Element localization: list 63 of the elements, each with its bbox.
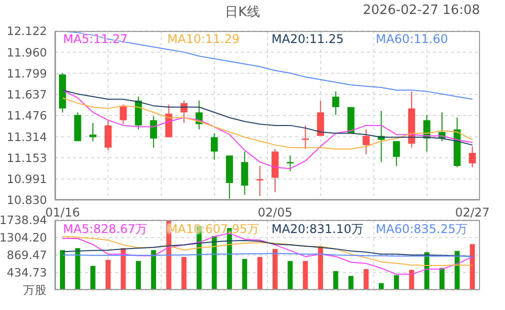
text: MA60:11.60 bbox=[376, 32, 448, 46]
candlestick bbox=[165, 104, 172, 138]
bar bbox=[454, 250, 460, 290]
bar bbox=[394, 275, 399, 290]
x-tick-label: 02/27 bbox=[455, 206, 490, 220]
y-tick-label: 11.799 bbox=[6, 66, 47, 80]
y-tick-label: 869.47 bbox=[6, 248, 47, 262]
bar bbox=[181, 256, 186, 290]
y-tick-label: 11.153 bbox=[6, 150, 47, 165]
bar bbox=[75, 248, 80, 290]
text: MA20:11.25 bbox=[272, 32, 344, 46]
candlestick bbox=[332, 90, 340, 116]
y-tick-label: 10.830 bbox=[6, 193, 47, 208]
candlestick bbox=[180, 100, 188, 124]
candlestick bbox=[362, 128, 370, 155]
candlestick bbox=[120, 104, 127, 125]
bar bbox=[212, 236, 217, 290]
bar bbox=[151, 250, 156, 290]
bar bbox=[348, 276, 354, 290]
bar bbox=[60, 250, 65, 290]
candlestick bbox=[286, 155, 294, 172]
bar bbox=[90, 266, 96, 290]
bar bbox=[439, 268, 444, 290]
y-tick-label: 1304.20 bbox=[0, 230, 47, 245]
candlestick bbox=[317, 100, 324, 136]
bar bbox=[136, 261, 141, 290]
x-tick-label: 01/16 bbox=[45, 206, 80, 220]
candlestick bbox=[392, 140, 400, 166]
candlestick bbox=[468, 146, 476, 168]
line-series bbox=[62, 236, 473, 266]
candlestick bbox=[256, 165, 264, 197]
series-label: MA60:835.25万 bbox=[376, 221, 468, 238]
bar bbox=[318, 246, 324, 290]
y-tick-label: 1738.94 bbox=[0, 213, 47, 228]
text: MA10:11.29 bbox=[167, 32, 240, 46]
y-tick-label: 11.637 bbox=[6, 88, 47, 102]
text: 2026-02-27 16:08 bbox=[362, 3, 480, 18]
bar bbox=[257, 256, 262, 290]
y-tick-label: 11.314 bbox=[6, 130, 47, 144]
bar bbox=[272, 248, 278, 290]
bar bbox=[242, 259, 248, 290]
candlestick bbox=[210, 132, 218, 160]
bar bbox=[364, 269, 369, 290]
series-label: MA5:828.67万 bbox=[63, 221, 148, 238]
bar bbox=[106, 260, 111, 290]
y-tick-label: 12.122 bbox=[6, 24, 47, 38]
y-tick-label: 11.476 bbox=[6, 108, 47, 123]
y-tick-label: 434.73 bbox=[6, 266, 47, 280]
y-tick-label: 10.991 bbox=[6, 172, 47, 186]
candlestick bbox=[150, 116, 158, 148]
bar bbox=[288, 261, 293, 290]
candlestick bbox=[104, 120, 112, 151]
candlestick bbox=[241, 151, 248, 196]
candlestick bbox=[302, 124, 309, 150]
bar bbox=[120, 248, 126, 290]
y-tick-label: 11.960 bbox=[6, 45, 47, 60]
bar bbox=[302, 261, 308, 290]
bar bbox=[470, 244, 475, 290]
x-tick-label: 02/05 bbox=[258, 206, 292, 220]
candlestick bbox=[89, 122, 96, 142]
bar bbox=[333, 271, 338, 290]
chart-title: 日K线 bbox=[225, 5, 260, 20]
series-label: MA20:831.10万 bbox=[272, 221, 364, 238]
